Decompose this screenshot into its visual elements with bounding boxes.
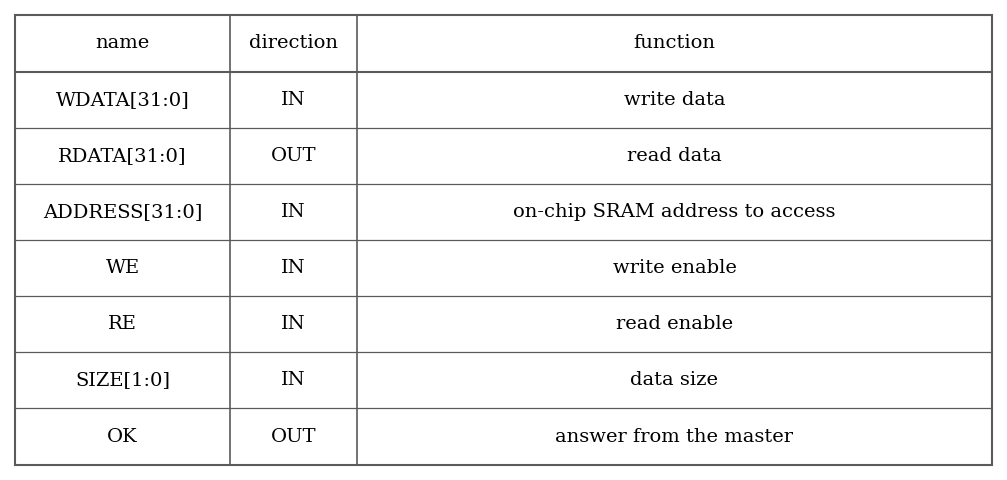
Text: function: function bbox=[633, 35, 715, 52]
Text: write enable: write enable bbox=[612, 259, 736, 277]
Text: IN: IN bbox=[281, 91, 306, 108]
Text: IN: IN bbox=[281, 203, 306, 221]
Text: read enable: read enable bbox=[616, 315, 733, 333]
Text: read data: read data bbox=[627, 147, 722, 165]
Text: direction: direction bbox=[249, 35, 338, 52]
Text: data size: data size bbox=[630, 372, 718, 389]
Text: WE: WE bbox=[106, 259, 140, 277]
Text: answer from the master: answer from the master bbox=[556, 428, 794, 445]
Text: on-chip SRAM address to access: on-chip SRAM address to access bbox=[514, 203, 836, 221]
Text: name: name bbox=[96, 35, 150, 52]
Text: OUT: OUT bbox=[271, 147, 316, 165]
Text: RDATA[31:0]: RDATA[31:0] bbox=[58, 147, 187, 165]
Text: SIZE[1:0]: SIZE[1:0] bbox=[76, 372, 170, 389]
Text: OK: OK bbox=[107, 428, 138, 445]
Text: ADDRESS[31:0]: ADDRESS[31:0] bbox=[43, 203, 202, 221]
Text: write data: write data bbox=[623, 91, 725, 108]
Text: IN: IN bbox=[281, 259, 306, 277]
Text: OUT: OUT bbox=[271, 428, 316, 445]
Text: RE: RE bbox=[108, 315, 137, 333]
Text: WDATA[31:0]: WDATA[31:0] bbox=[55, 91, 189, 108]
Text: IN: IN bbox=[281, 315, 306, 333]
Text: IN: IN bbox=[281, 372, 306, 389]
